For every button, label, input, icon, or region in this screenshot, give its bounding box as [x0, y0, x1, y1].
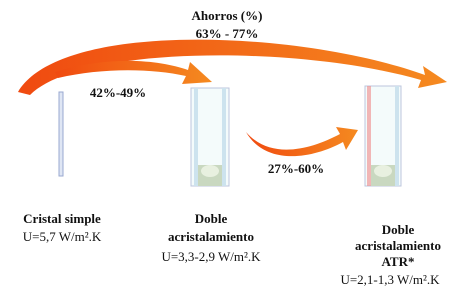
arrow-label: 27%-60%: [268, 161, 324, 176]
node-label: acristalamiento: [355, 238, 441, 253]
node-label: Cristal simple: [23, 211, 101, 226]
u-value: U=2,1-1,3 W/m².K: [340, 272, 440, 287]
node-label: ATR*: [382, 254, 415, 269]
double-glazing: [191, 88, 229, 186]
savings-range: 63% - 77%: [196, 26, 259, 41]
node-label: Doble: [195, 211, 228, 226]
arrow-label: 42%-49%: [90, 85, 146, 100]
atr-glazing: [365, 86, 401, 186]
node-label: Doble: [382, 222, 415, 237]
diagram: Ahorros (%) 63% - 77% 42%-49% 27%-60% Cr…: [0, 0, 454, 291]
title: Ahorros (%): [192, 8, 263, 23]
single-pane: [59, 92, 63, 176]
node-label: acristalamiento: [168, 229, 254, 244]
arrow-2: [246, 127, 358, 156]
u-value: U=3,3-2,9 W/m².K: [161, 249, 261, 264]
u-value: U=5,7 W/m².K: [23, 229, 102, 244]
